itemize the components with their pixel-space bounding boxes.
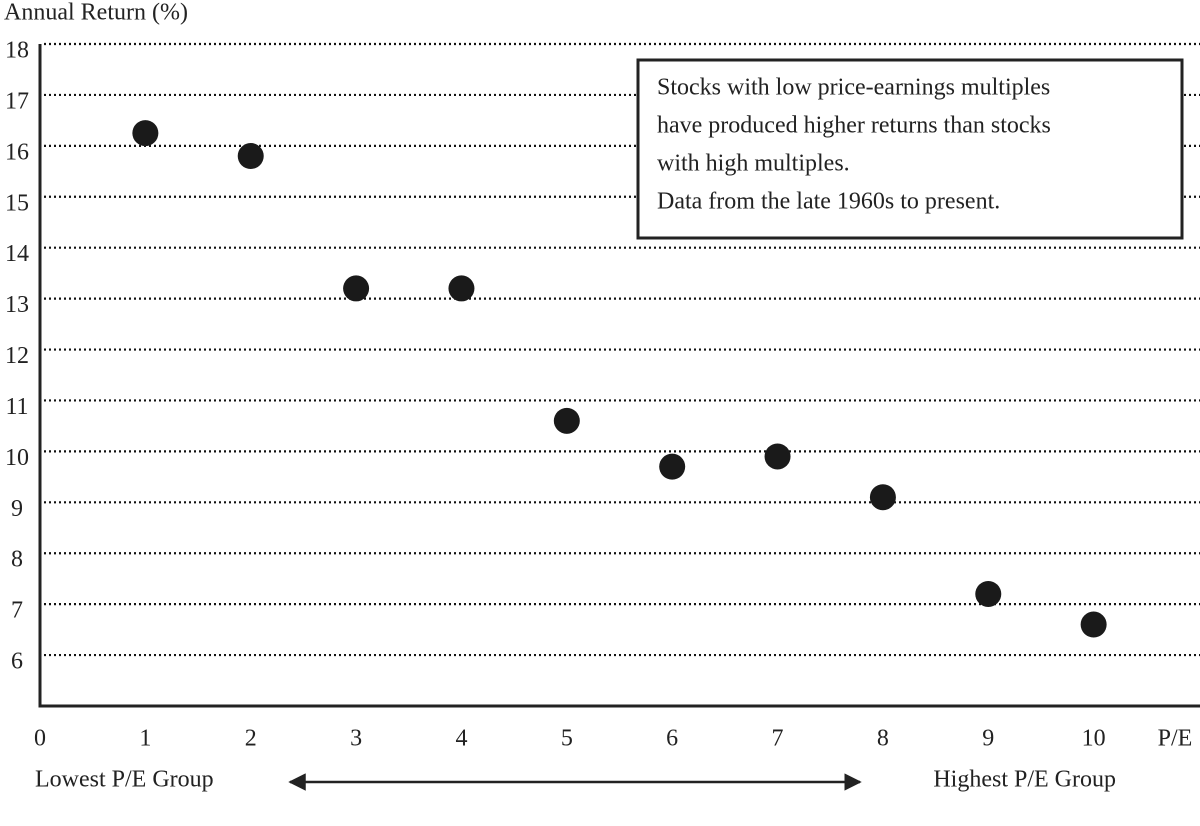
y-tick-label: 17 bbox=[5, 88, 29, 114]
low-label: Lowest P/E Group bbox=[35, 767, 214, 793]
x-tick-label: 5 bbox=[561, 726, 573, 752]
point bbox=[1080, 611, 1107, 638]
y-axis-title: Annual Return (%) bbox=[4, 0, 188, 26]
point bbox=[343, 275, 370, 302]
y-tick-label: 8 bbox=[11, 547, 23, 573]
x-tick-label: 8 bbox=[877, 726, 889, 752]
x-tick-label: 1 bbox=[139, 726, 151, 752]
point bbox=[448, 275, 475, 302]
y-tick-label: 15 bbox=[5, 190, 29, 216]
y-tick-label: 16 bbox=[5, 139, 29, 165]
annotation-line: Data from the late 1960s to present. bbox=[657, 189, 1000, 215]
y-tick-label: 11 bbox=[5, 394, 28, 420]
point bbox=[132, 120, 159, 147]
x-tick-label: 2 bbox=[245, 726, 257, 752]
annotation-box bbox=[636, 58, 1184, 240]
y-tick-label: 10 bbox=[5, 445, 29, 471]
y-tick-label: 7 bbox=[11, 598, 23, 624]
y-tick-label: 9 bbox=[11, 496, 23, 522]
y-tick-label: 6 bbox=[11, 649, 23, 675]
x-tick-label: 10 bbox=[1082, 726, 1106, 752]
high-label: Highest P/E Group bbox=[933, 767, 1116, 793]
x-tick-label: 9 bbox=[982, 726, 994, 752]
point bbox=[237, 143, 264, 170]
annotation-line: with high multiples. bbox=[657, 151, 850, 177]
point bbox=[764, 443, 791, 470]
x-tick-label: 0 bbox=[34, 726, 46, 752]
point bbox=[975, 580, 1002, 607]
point bbox=[553, 407, 580, 434]
y-tick-label: 12 bbox=[5, 343, 29, 369]
y-tick-label: 14 bbox=[5, 241, 29, 267]
point bbox=[659, 453, 686, 480]
x-axis-title: P/E bbox=[1158, 726, 1193, 752]
y-tick-label: 18 bbox=[5, 38, 29, 64]
annotation-line: have produced higher returns than stocks bbox=[657, 113, 1051, 139]
x-tick-label: 3 bbox=[350, 726, 362, 752]
x-tick-label: 7 bbox=[772, 726, 784, 752]
x-tick-label: 4 bbox=[455, 726, 467, 752]
y-tick-label: 13 bbox=[5, 292, 29, 318]
point bbox=[869, 484, 896, 511]
annotation-line: Stocks with low price-earnings multiples bbox=[657, 75, 1050, 101]
x-tick-label: 6 bbox=[666, 726, 678, 752]
